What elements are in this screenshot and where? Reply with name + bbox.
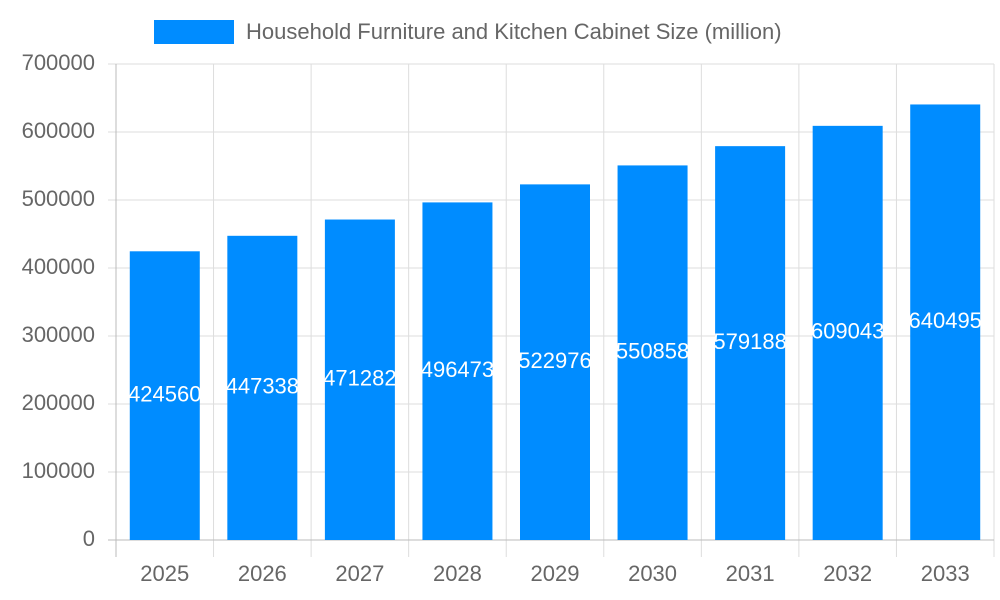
legend-label: Household Furniture and Kitchen Cabinet … — [246, 19, 782, 44]
bar — [129, 251, 200, 540]
x-tick-label: 2033 — [921, 561, 970, 586]
x-tick-label: 2029 — [531, 561, 580, 586]
y-tick-label: 600000 — [22, 118, 95, 143]
y-tick-label: 700000 — [22, 50, 95, 75]
data-label: 496473 — [421, 357, 494, 382]
bar — [715, 146, 786, 540]
data-label: 447338 — [226, 374, 299, 399]
x-tick-label: 2028 — [433, 561, 482, 586]
y-tick-label: 100000 — [22, 458, 95, 483]
bar — [520, 184, 590, 540]
data-label: 424560 — [128, 381, 201, 406]
data-label: 550858 — [616, 339, 689, 364]
data-label: 640495 — [909, 308, 982, 333]
bar — [227, 235, 298, 540]
y-tick-label: 300000 — [22, 322, 95, 347]
x-tick-label: 2032 — [823, 561, 872, 586]
x-tick-label: 2026 — [238, 561, 287, 586]
bar — [617, 165, 688, 540]
data-label: 522976 — [518, 348, 591, 373]
x-tick-label: 2031 — [726, 561, 775, 586]
x-tick-label: 2027 — [335, 561, 384, 586]
bar — [910, 104, 981, 540]
legend-swatch — [154, 20, 234, 44]
y-tick-label: 0 — [83, 526, 95, 551]
bar — [324, 219, 395, 540]
data-label: 579188 — [713, 329, 786, 354]
data-label: 471282 — [323, 366, 396, 391]
data-label: 609043 — [811, 319, 884, 344]
x-tick-label: 2030 — [628, 561, 677, 586]
x-tick-label: 2025 — [140, 561, 189, 586]
y-tick-label: 200000 — [22, 390, 95, 415]
y-tick-label: 500000 — [22, 186, 95, 211]
y-tick-label: 400000 — [22, 254, 95, 279]
bar — [812, 125, 883, 540]
bar — [422, 202, 493, 540]
